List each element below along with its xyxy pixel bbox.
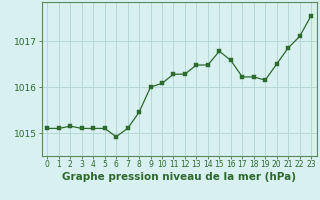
- X-axis label: Graphe pression niveau de la mer (hPa): Graphe pression niveau de la mer (hPa): [62, 172, 296, 182]
